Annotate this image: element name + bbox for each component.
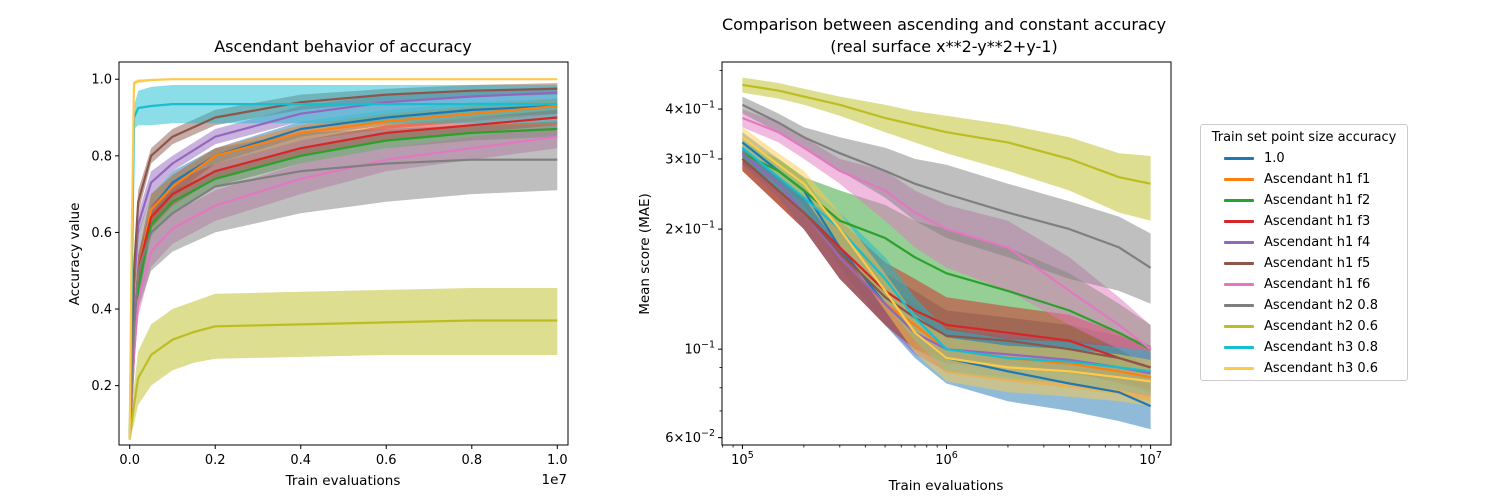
legend-entries: 1.0 Ascendant h1 f1 Ascendant h1 f2 Ascenda… bbox=[1201, 148, 1407, 379]
legend-entry-ascendant-h1-f6: Ascendant h1 f6 bbox=[1201, 274, 1407, 295]
mae-chart-y-tick-label: 3×10−1 bbox=[665, 149, 715, 167]
accuracy-chart-band-ascendant-h2-0-8 bbox=[129, 125, 558, 440]
legend-entry-ascendant-h1-f4: Ascendant h1 f4 bbox=[1201, 232, 1407, 253]
legend-swatch bbox=[1224, 367, 1254, 370]
mae-chart: Comparison between ascending and constan… bbox=[637, 15, 1172, 494]
mae-chart-band-ascendant-h2-0-6 bbox=[742, 77, 1151, 221]
legend-entry-ascendant-h3-0-8: Ascendant h3 0.8 bbox=[1201, 337, 1407, 358]
legend-entry-ascendant-h1-f5: Ascendant h1 f5 bbox=[1201, 253, 1407, 274]
mae-chart-x-label: Train evaluations bbox=[888, 478, 1004, 494]
accuracy-chart-x-tick-label: 0.8 bbox=[461, 453, 482, 468]
accuracy-chart-line-ascendant-h1-f6 bbox=[128, 135, 558, 440]
accuracy-chart-x-tick-label: 0.4 bbox=[290, 453, 311, 468]
legend-swatch bbox=[1224, 304, 1254, 307]
legend-label: Ascendant h1 f1 bbox=[1264, 172, 1371, 187]
mae-chart-x-tick-label: 107 bbox=[1139, 450, 1162, 468]
mae-chart-y-tick-label: 4×10−1 bbox=[665, 100, 715, 118]
legend-label: 1.0 bbox=[1264, 151, 1285, 166]
legend-label: Ascendant h1 f4 bbox=[1264, 235, 1371, 250]
mae-chart-y-ticks: 6×10−2 10−1 2×10−1 3×10−1 4×10−1 bbox=[665, 70, 722, 446]
accuracy-chart-line-ascendant-h2-0-8 bbox=[128, 158, 558, 440]
accuracy-chart-x-tick-label: 0.6 bbox=[376, 453, 397, 468]
legend-swatch bbox=[1224, 283, 1254, 286]
accuracy-chart-x-tick-label: 0.0 bbox=[119, 453, 140, 468]
legend-entry-ascendant-h3-0-6: Ascendant h3 0.6 bbox=[1201, 358, 1407, 379]
accuracy-chart-x-label: Train evaluations bbox=[285, 473, 401, 489]
accuracy-chart-lines bbox=[128, 78, 558, 440]
legend-swatch bbox=[1224, 241, 1254, 244]
legend-swatch bbox=[1224, 346, 1254, 349]
accuracy-chart-x-tick-label: 0.2 bbox=[205, 453, 226, 468]
accuracy-chart-x-tick-label: 1.0 bbox=[547, 453, 568, 468]
accuracy-chart-frame bbox=[118, 61, 569, 446]
legend-label: Ascendant h2 0.6 bbox=[1264, 319, 1379, 334]
accuracy-chart-title: Ascendant behavior of accuracy bbox=[214, 37, 472, 56]
accuracy-chart-y-tick-label: 0.8 bbox=[91, 149, 112, 164]
legend-label: Ascendant h1 f6 bbox=[1264, 277, 1371, 292]
mae-chart-line-ascendant-h1-f6 bbox=[741, 116, 1152, 351]
accuracy-chart: Ascendant behavior of accuracy 0.0 0.2 0.4… bbox=[67, 37, 569, 489]
accuracy-chart-line-ascendant-h1-f5 bbox=[128, 87, 558, 440]
legend-title: Train set point size accuracy bbox=[1211, 130, 1397, 145]
mae-chart-subtitle: (real surface x**2-y**2+y-1) bbox=[830, 37, 1057, 56]
accuracy-chart-bands bbox=[129, 79, 558, 440]
legend-entry-ascendant-h1-f2: Ascendant h1 f2 bbox=[1201, 190, 1407, 211]
legend-swatch bbox=[1224, 220, 1254, 223]
legend-entry-ascendant-h2-0-6: Ascendant h2 0.6 bbox=[1201, 316, 1407, 337]
legend-swatch bbox=[1224, 178, 1254, 181]
accuracy-chart-x-ticks: 0.0 0.2 0.4 0.6 0.8 1.0 bbox=[119, 445, 568, 468]
accuracy-chart-y-tick-label: 0.4 bbox=[91, 303, 112, 318]
accuracy-chart-line-ascendant-h3-0-6 bbox=[128, 78, 558, 440]
legend-entry-1-0: 1.0 bbox=[1201, 148, 1407, 169]
legend: Train set point size accuracy 1.0 Ascenda… bbox=[1200, 124, 1408, 381]
accuracy-chart-line-ascendant-h3-0-8 bbox=[128, 102, 558, 440]
mae-chart-line-ascendant-h3-0-8 bbox=[741, 146, 1151, 373]
mae-chart-line-ascendant-h1-f2 bbox=[741, 152, 1152, 351]
accuracy-chart-line-ascendant-h2-0-6 bbox=[128, 319, 558, 440]
mae-chart-x-ticks: 105 106 107 bbox=[722, 445, 1162, 468]
mae-chart-y-label: Mean score (MAE) bbox=[637, 193, 653, 315]
legend-entry-ascendant-h2-0-8: Ascendant h2 0.8 bbox=[1201, 295, 1407, 316]
mae-chart-line-ascendant-h3-0-6 bbox=[741, 136, 1151, 383]
legend-label: Ascendant h1 f2 bbox=[1264, 193, 1371, 208]
accuracy-chart-y-ticks: 0.2 0.4 0.6 0.8 1.0 bbox=[91, 73, 119, 394]
legend-label: Ascendant h2 0.8 bbox=[1264, 298, 1379, 313]
accuracy-chart-x-offset: 1e7 bbox=[542, 472, 567, 488]
accuracy-chart-y-tick-label: 1.0 bbox=[91, 73, 112, 88]
mae-chart-y-tick-label: 10−1 bbox=[684, 340, 715, 358]
mae-chart-y-tick-label: 2×10−1 bbox=[665, 220, 715, 238]
accuracy-chart-band-ascendant-h2-0-6 bbox=[129, 288, 558, 440]
mae-chart-band-ascendant-h1-f5 bbox=[742, 147, 1151, 390]
accuracy-chart-line-ascendant-h1-f4 bbox=[128, 91, 558, 440]
mae-chart-x-tick-label: 105 bbox=[731, 450, 754, 468]
mae-chart-band-ascendant-h2-0-8 bbox=[742, 96, 1151, 304]
mae-chart-line-ascendant-h2-0-6 bbox=[742, 83, 1151, 185]
accuracy-chart-y-tick-label: 0.6 bbox=[91, 226, 112, 241]
mae-chart-y-tick-label: 6×10−2 bbox=[665, 428, 715, 446]
mae-chart-band-ascendant-h3-0-6 bbox=[742, 127, 1151, 407]
accuracy-chart-y-label: Accuracy value bbox=[67, 203, 83, 306]
legend-label: Ascendant h1 f3 bbox=[1264, 214, 1371, 229]
legend-label: Ascendant h3 0.6 bbox=[1264, 361, 1379, 376]
legend-entry-ascendant-h1-f1: Ascendant h1 f1 bbox=[1201, 169, 1407, 190]
accuracy-chart-y-tick-label: 0.2 bbox=[91, 379, 112, 394]
legend-label: Ascendant h1 f5 bbox=[1264, 256, 1371, 271]
mae-chart-x-tick-label: 106 bbox=[935, 450, 958, 468]
legend-swatch bbox=[1224, 157, 1254, 160]
legend-label: Ascendant h3 0.8 bbox=[1264, 340, 1379, 355]
mae-chart-lines bbox=[741, 83, 1152, 408]
mae-chart-line-ascendant-h2-0-8 bbox=[741, 103, 1152, 269]
legend-swatch bbox=[1224, 325, 1254, 328]
legend-swatch bbox=[1224, 262, 1254, 265]
mae-chart-bands bbox=[742, 77, 1151, 430]
legend-entry-ascendant-h1-f3: Ascendant h1 f3 bbox=[1201, 211, 1407, 232]
mae-chart-title: Comparison between ascending and constan… bbox=[722, 15, 1166, 34]
legend-swatch bbox=[1224, 199, 1254, 202]
